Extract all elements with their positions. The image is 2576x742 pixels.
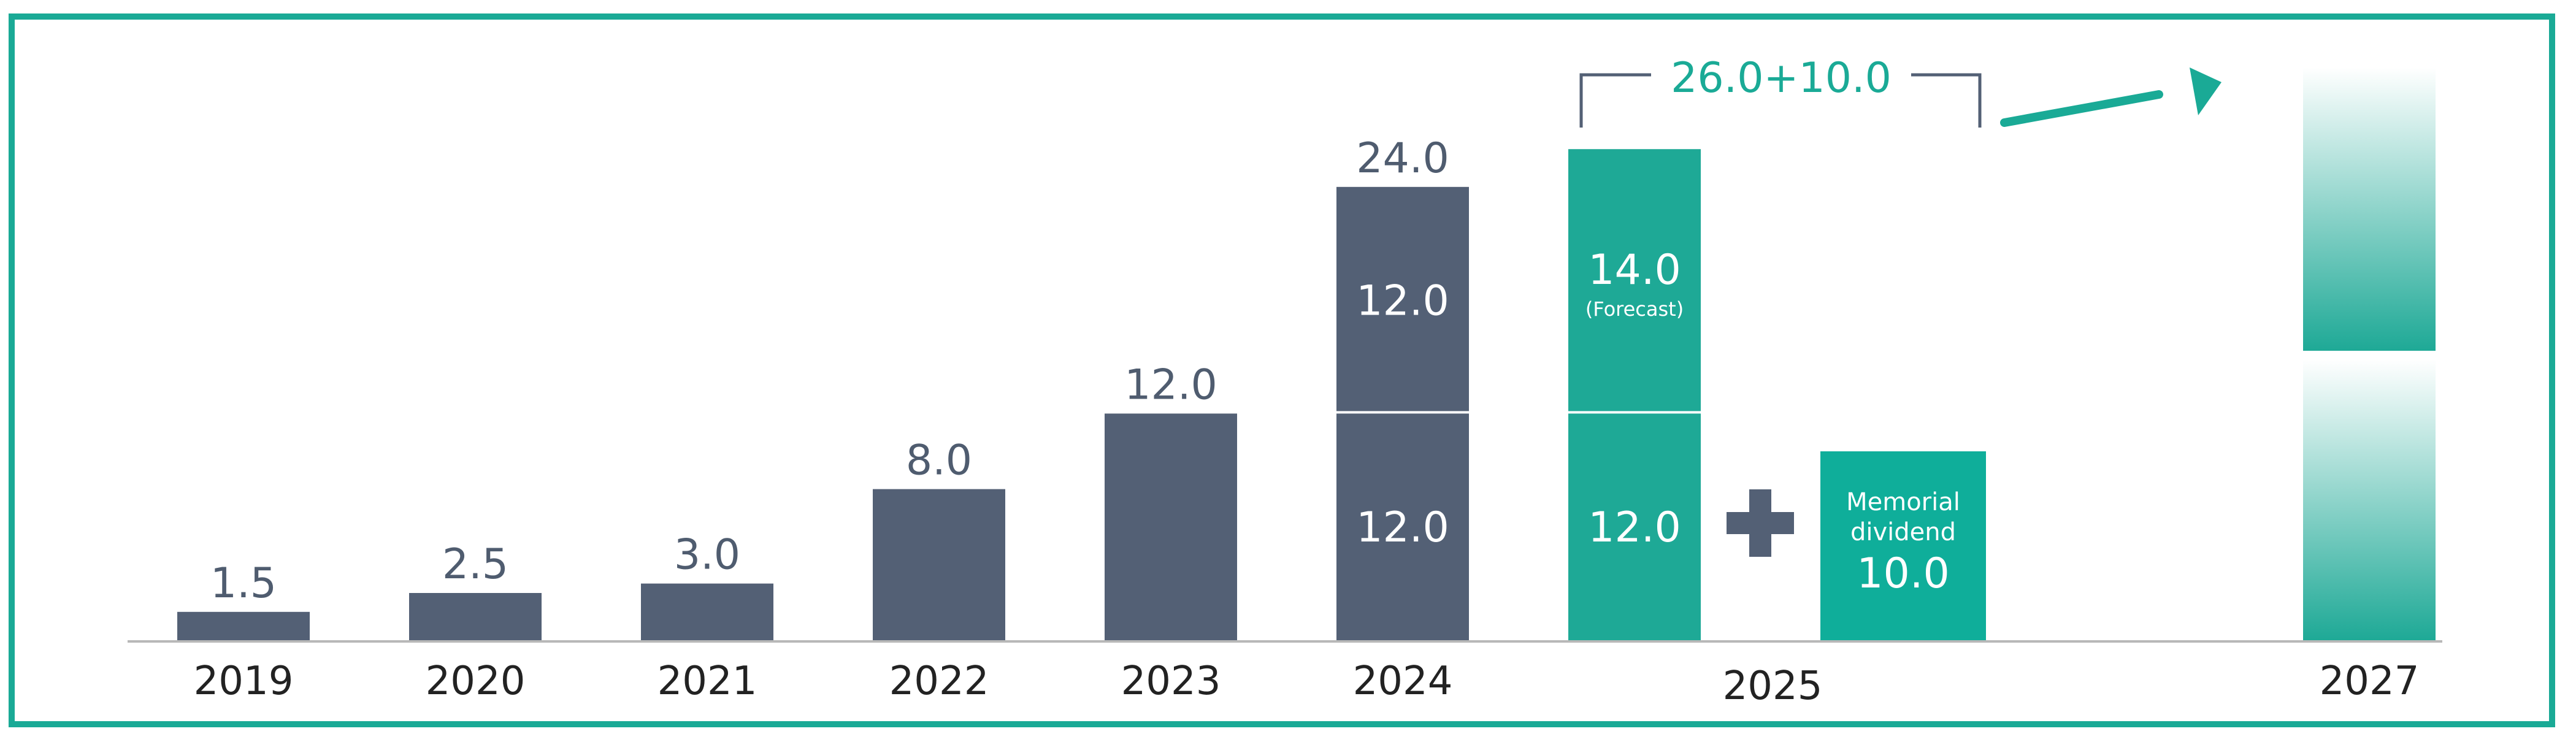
segment-label-2024-top: 12.0: [1356, 277, 1449, 326]
trend-arrow-head: [2190, 67, 2221, 115]
total-label-2020: 2.5: [442, 540, 508, 589]
plus-icon: [1727, 489, 1794, 557]
total-label-2022: 8.0: [906, 437, 972, 485]
forecast-label: (Forecast): [1585, 297, 1684, 321]
total-label-2021: 3.0: [674, 531, 740, 579]
bar-2019-base: [177, 611, 310, 640]
total-label-2024: 24.0: [1356, 134, 1449, 183]
bars-layer: [177, 67, 2436, 640]
bar-2023-base: [1105, 413, 1237, 640]
plus-icon-vertical: [1749, 489, 1771, 557]
bar-2021-base: [641, 583, 773, 640]
memorial-label-line2: dividend: [1850, 518, 1956, 546]
bar-2027-lower: [2303, 359, 2436, 640]
x-tick-2020: 2020: [426, 659, 526, 704]
bar-2025-top: [1568, 149, 1701, 411]
bar-2027-upper: [2303, 67, 2436, 351]
labels-layer: 1.5 2.5 3.0 8.0 12.0 12.0 12.0 24.0 12.0 14.0 (For…: [210, 54, 1960, 608]
x-tick-2027: 2027: [2320, 659, 2420, 704]
x-tick-2023: 2023: [1121, 659, 1221, 704]
chart-frame: [9, 13, 2555, 727]
x-tick-2025: 2025: [1723, 664, 1823, 709]
x-tick-2019: 2019: [194, 659, 294, 704]
bar-2022-base: [873, 489, 1005, 640]
bar-2020-base: [409, 593, 542, 640]
total-label-2023: 12.0: [1124, 361, 1217, 409]
annotations-layer: [1579, 67, 2221, 557]
trend-arrow-shaft: [2000, 90, 2163, 127]
arrow-right-up-icon: [2000, 67, 2221, 127]
total-2025-label: 26.0+10.0: [1671, 54, 1892, 102]
memorial-value-label: 10.0: [1857, 549, 1949, 598]
segment-label-2025-top: 14.0: [1588, 246, 1681, 294]
total-label-2019: 1.5: [210, 559, 277, 608]
x-tick-2024: 2024: [1353, 659, 1453, 704]
bar-2024-top: [1336, 186, 1469, 411]
bar-memorial-dividend: [1820, 451, 1986, 640]
x-tick-2022: 2022: [889, 659, 989, 704]
bracket-2025: [1579, 73, 1982, 128]
memorial-label-line1: Memorial: [1846, 488, 1960, 516]
bar-2025-base: [1568, 413, 1701, 640]
segment-label-2024-base: 12.0: [1356, 503, 1449, 552]
x-tick-2021: 2021: [657, 659, 757, 704]
bar-2024-base: [1336, 413, 1469, 640]
x-tick-labels: 2019 2020 2021 2022 2023 2024 2025 2027: [194, 659, 2420, 709]
segment-label-2025-base: 12.0: [1588, 503, 1681, 552]
